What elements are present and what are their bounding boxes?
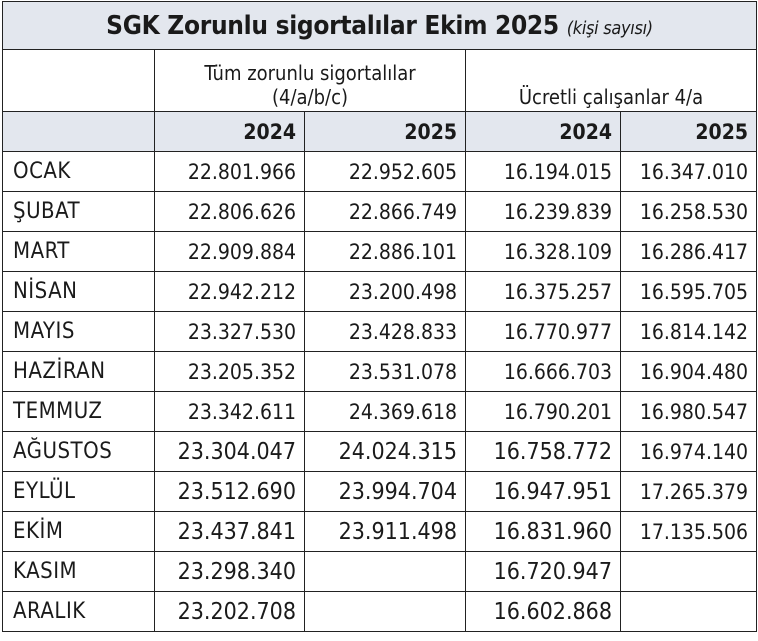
year-header: 2025 bbox=[620, 111, 757, 152]
table-row: KASIM 23.298.340 16.720.947 bbox=[2, 551, 757, 592]
year-header: 2024 bbox=[154, 111, 305, 152]
value-cell: 16.831.960 bbox=[465, 511, 621, 552]
value-cell: 16.790.201 bbox=[465, 391, 621, 432]
year-header: 2024 bbox=[465, 111, 621, 152]
value-cell: 16.194.015 bbox=[465, 151, 621, 192]
table-body: OCAK 22.801.966 22.952.605 16.194.015 16.347… bbox=[2, 151, 757, 632]
table-row: ŞUBAT 22.806.626 22.866.749 16.239.839 16.25… bbox=[2, 191, 757, 232]
value-cell: 16.770.977 bbox=[465, 311, 621, 352]
value-cell bbox=[304, 551, 466, 592]
table-row: ARALIK 23.202.708 16.602.868 bbox=[2, 591, 757, 632]
value-cell: 16.974.140 bbox=[620, 431, 757, 472]
value-cell: 22.801.966 bbox=[154, 151, 305, 192]
value-cell bbox=[620, 551, 757, 592]
month-cell: AĞUSTOS bbox=[2, 431, 155, 472]
group-header-all: Tüm zorunlu sigortalılar (4/a/b/c) bbox=[154, 49, 466, 112]
value-cell: 24.369.618 bbox=[304, 391, 466, 432]
value-cell: 23.437.841 bbox=[154, 511, 305, 552]
value-cell: 16.375.257 bbox=[465, 271, 621, 312]
group-header-all-line2: (4/a/b/c) bbox=[271, 85, 349, 109]
value-cell: 23.428.833 bbox=[304, 311, 466, 352]
value-cell: 22.866.749 bbox=[304, 191, 466, 232]
table-row: OCAK 22.801.966 22.952.605 16.194.015 16.347… bbox=[2, 151, 757, 192]
value-cell: 16.595.705 bbox=[620, 271, 757, 312]
value-cell: 23.342.611 bbox=[154, 391, 305, 432]
value-cell: 16.758.772 bbox=[465, 431, 621, 472]
value-cell: 16.947.951 bbox=[465, 471, 621, 512]
table-row: AĞUSTOS 23.304.047 24.024.315 16.758.772 16.… bbox=[2, 431, 757, 472]
value-cell: 23.531.078 bbox=[304, 351, 466, 392]
value-cell: 23.205.352 bbox=[154, 351, 305, 392]
value-cell bbox=[304, 591, 466, 632]
table-row: EYLÜL 23.512.690 23.994.704 16.947.951 17.26… bbox=[2, 471, 757, 512]
value-cell: 23.200.498 bbox=[304, 271, 466, 312]
value-cell: 17.265.379 bbox=[620, 471, 757, 512]
month-cell: EYLÜL bbox=[2, 471, 155, 512]
year-header: 2025 bbox=[304, 111, 466, 152]
value-cell: 23.202.708 bbox=[154, 591, 305, 632]
value-cell: 16.720.947 bbox=[465, 551, 621, 592]
value-cell: 23.304.047 bbox=[154, 431, 305, 472]
value-cell: 23.512.690 bbox=[154, 471, 305, 512]
value-cell: 22.942.212 bbox=[154, 271, 305, 312]
value-cell: 23.994.704 bbox=[304, 471, 466, 512]
value-cell: 22.886.101 bbox=[304, 231, 466, 272]
table-row: MAYIS 23.327.530 23.428.833 16.770.977 16.81… bbox=[2, 311, 757, 352]
value-cell: 16.328.109 bbox=[465, 231, 621, 272]
group-header-paid: Ücretli çalışanlar 4/a bbox=[465, 49, 757, 112]
table-row: EKİM 23.437.841 23.911.498 16.831.960 17.135… bbox=[2, 511, 757, 552]
value-cell: 23.327.530 bbox=[154, 311, 305, 352]
group-header-paid-label: Ücretli çalışanlar 4/a bbox=[518, 85, 704, 109]
value-cell: 16.602.868 bbox=[465, 591, 621, 632]
year-header-blank bbox=[2, 111, 155, 152]
month-cell: MAYIS bbox=[2, 311, 155, 352]
month-cell: MART bbox=[2, 231, 155, 272]
value-cell: 16.258.530 bbox=[620, 191, 757, 232]
month-cell: KASIM bbox=[2, 551, 155, 592]
value-cell: 16.239.839 bbox=[465, 191, 621, 232]
table-row: TEMMUZ 23.342.611 24.369.618 16.790.201 16.9… bbox=[2, 391, 757, 432]
month-cell: ARALIK bbox=[2, 591, 155, 632]
value-cell: 22.909.884 bbox=[154, 231, 305, 272]
value-cell: 17.135.506 bbox=[620, 511, 757, 552]
value-cell: 22.806.626 bbox=[154, 191, 305, 232]
value-cell: 24.024.315 bbox=[304, 431, 466, 472]
value-cell: 23.911.498 bbox=[304, 511, 466, 552]
title-text: SGK Zorunlu sigortalılar Ekim 2025 bbox=[106, 10, 559, 41]
value-cell: 16.904.480 bbox=[620, 351, 757, 392]
month-cell: EKİM bbox=[2, 511, 155, 552]
month-cell: ŞUBAT bbox=[2, 191, 155, 232]
value-cell: 23.298.340 bbox=[154, 551, 305, 592]
value-cell: 22.952.605 bbox=[304, 151, 466, 192]
month-cell: HAZİRAN bbox=[2, 351, 155, 392]
value-cell: 16.286.417 bbox=[620, 231, 757, 272]
value-cell: 16.666.703 bbox=[465, 351, 621, 392]
table-row: HAZİRAN 23.205.352 23.531.078 16.666.703 16.… bbox=[2, 351, 757, 392]
month-cell: NİSAN bbox=[2, 271, 155, 312]
group-header-all-line1: Tüm zorunlu sigortalılar bbox=[204, 61, 416, 85]
month-cell: OCAK bbox=[2, 151, 155, 192]
table-row: MART 22.909.884 22.886.101 16.328.109 16.286… bbox=[2, 231, 757, 272]
title-subtitle: (kişi sayısı) bbox=[566, 17, 653, 39]
value-cell: 16.347.010 bbox=[620, 151, 757, 192]
month-cell: TEMMUZ bbox=[2, 391, 155, 432]
table-row: NİSAN 22.942.212 23.200.498 16.375.257 16.59… bbox=[2, 271, 757, 312]
value-cell: 16.814.142 bbox=[620, 311, 757, 352]
empty-header-cell bbox=[2, 49, 155, 112]
value-cell bbox=[620, 591, 757, 632]
value-cell: 16.980.547 bbox=[620, 391, 757, 432]
table-title: SGK Zorunlu sigortalılar Ekim 2025 (kişi… bbox=[2, 1, 757, 50]
